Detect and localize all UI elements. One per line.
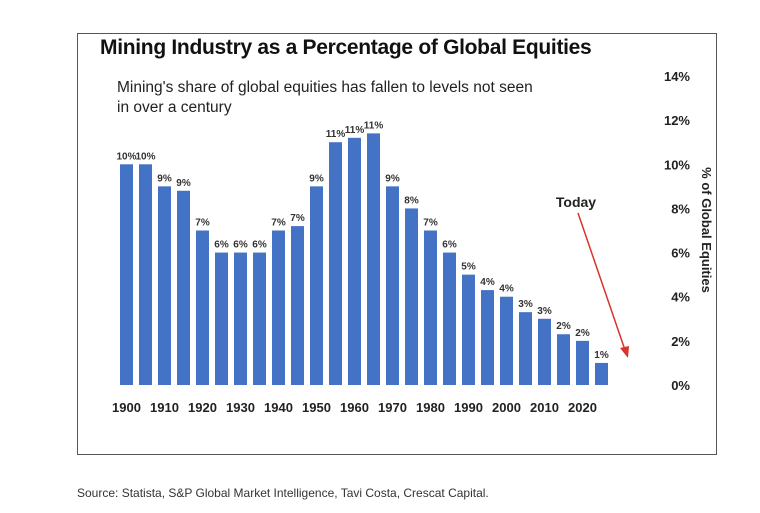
bar-1955 xyxy=(329,142,342,385)
x-tick-1940: 1940 xyxy=(264,400,293,415)
bar-1980 xyxy=(424,230,437,385)
data-label-2025: 1% xyxy=(594,350,609,361)
x-tick-1910: 1910 xyxy=(150,400,179,415)
data-label-1950: 9% xyxy=(309,173,324,184)
bar-2020 xyxy=(576,340,589,385)
y-tick-0%: 0% xyxy=(671,378,690,393)
bar-1950 xyxy=(310,186,323,385)
bar-1925 xyxy=(215,252,228,385)
x-tick-1930: 1930 xyxy=(226,400,255,415)
bar-1985 xyxy=(443,252,456,385)
data-label-2015: 2% xyxy=(556,321,571,332)
data-label-1980: 7% xyxy=(423,218,438,229)
bar-1910 xyxy=(158,186,171,385)
bar-1975 xyxy=(405,208,418,385)
bar-1990 xyxy=(462,274,475,385)
bar-1945 xyxy=(291,226,304,385)
y-tick-2%: 2% xyxy=(671,334,690,349)
data-label-1970: 9% xyxy=(385,173,400,184)
chart-title: Mining Industry as a Percentage of Globa… xyxy=(100,36,592,59)
data-label-1920: 7% xyxy=(195,218,210,229)
bar-2000 xyxy=(500,296,513,385)
bar-1915 xyxy=(177,190,190,385)
bar-2010 xyxy=(538,318,551,385)
data-label-1910: 9% xyxy=(157,173,172,184)
x-tick-1970: 1970 xyxy=(378,400,407,415)
y-tick-8%: 8% xyxy=(671,201,690,216)
y-tick-14%: 14% xyxy=(664,69,690,84)
data-label-1930: 6% xyxy=(233,240,248,251)
bar-2025 xyxy=(595,362,608,385)
bar-1970 xyxy=(386,186,399,385)
data-label-1990: 5% xyxy=(461,262,476,273)
x-tick-1980: 1980 xyxy=(416,400,445,415)
x-tick-1900: 1900 xyxy=(112,400,141,415)
x-tick-1960: 1960 xyxy=(340,400,369,415)
source-note: Source: Statista, S&P Global Market Inte… xyxy=(77,486,489,500)
data-label-2010: 3% xyxy=(537,306,552,317)
annotation-arrow-line xyxy=(577,212,626,351)
x-tick-2020: 2020 xyxy=(568,400,597,415)
bar-1905 xyxy=(139,164,152,385)
bar-1995 xyxy=(481,290,494,385)
data-label-1905: 10% xyxy=(135,151,155,162)
bar-2015 xyxy=(557,334,570,385)
bar-1930 xyxy=(234,252,247,385)
y-tick-10%: 10% xyxy=(664,157,690,172)
data-label-1915: 9% xyxy=(176,178,191,189)
x-tick-2000: 2000 xyxy=(492,400,521,415)
data-label-1965: 11% xyxy=(364,120,384,131)
data-label-1960: 11% xyxy=(345,125,365,136)
annotation-arrow-head xyxy=(620,346,629,358)
bar-1920 xyxy=(196,230,209,385)
y-tick-4%: 4% xyxy=(671,290,690,305)
bar-1900 xyxy=(120,164,133,385)
data-label-1935: 6% xyxy=(252,240,267,251)
y-tick-12%: 12% xyxy=(664,113,690,128)
y-axis-label: % of Global Equities xyxy=(699,167,714,293)
y-tick-6%: 6% xyxy=(671,246,690,261)
data-label-1975: 8% xyxy=(404,195,419,206)
data-label-1955: 11% xyxy=(326,129,346,140)
data-label-2000: 4% xyxy=(499,284,514,295)
bar-1960 xyxy=(348,137,361,385)
data-label-1900: 10% xyxy=(116,151,136,162)
x-tick-1990: 1990 xyxy=(454,400,483,415)
bar-1965 xyxy=(367,133,380,385)
data-label-1925: 6% xyxy=(214,240,229,251)
x-tick-1920: 1920 xyxy=(188,400,217,415)
x-tick-1950: 1950 xyxy=(302,400,331,415)
bar-1940 xyxy=(272,230,285,385)
data-label-1940: 7% xyxy=(271,218,286,229)
data-label-2005: 3% xyxy=(518,299,533,310)
data-label-1985: 6% xyxy=(442,240,457,251)
bar-2005 xyxy=(519,312,532,385)
data-label-1945: 7% xyxy=(290,213,305,224)
x-tick-2010: 2010 xyxy=(530,400,559,415)
today-annotation: Today xyxy=(556,194,596,210)
bar-1935 xyxy=(253,252,266,385)
data-label-1995: 4% xyxy=(480,277,495,288)
chart-subtitle: Mining's share of global equities has fa… xyxy=(117,78,537,118)
data-label-2020: 2% xyxy=(575,328,590,339)
